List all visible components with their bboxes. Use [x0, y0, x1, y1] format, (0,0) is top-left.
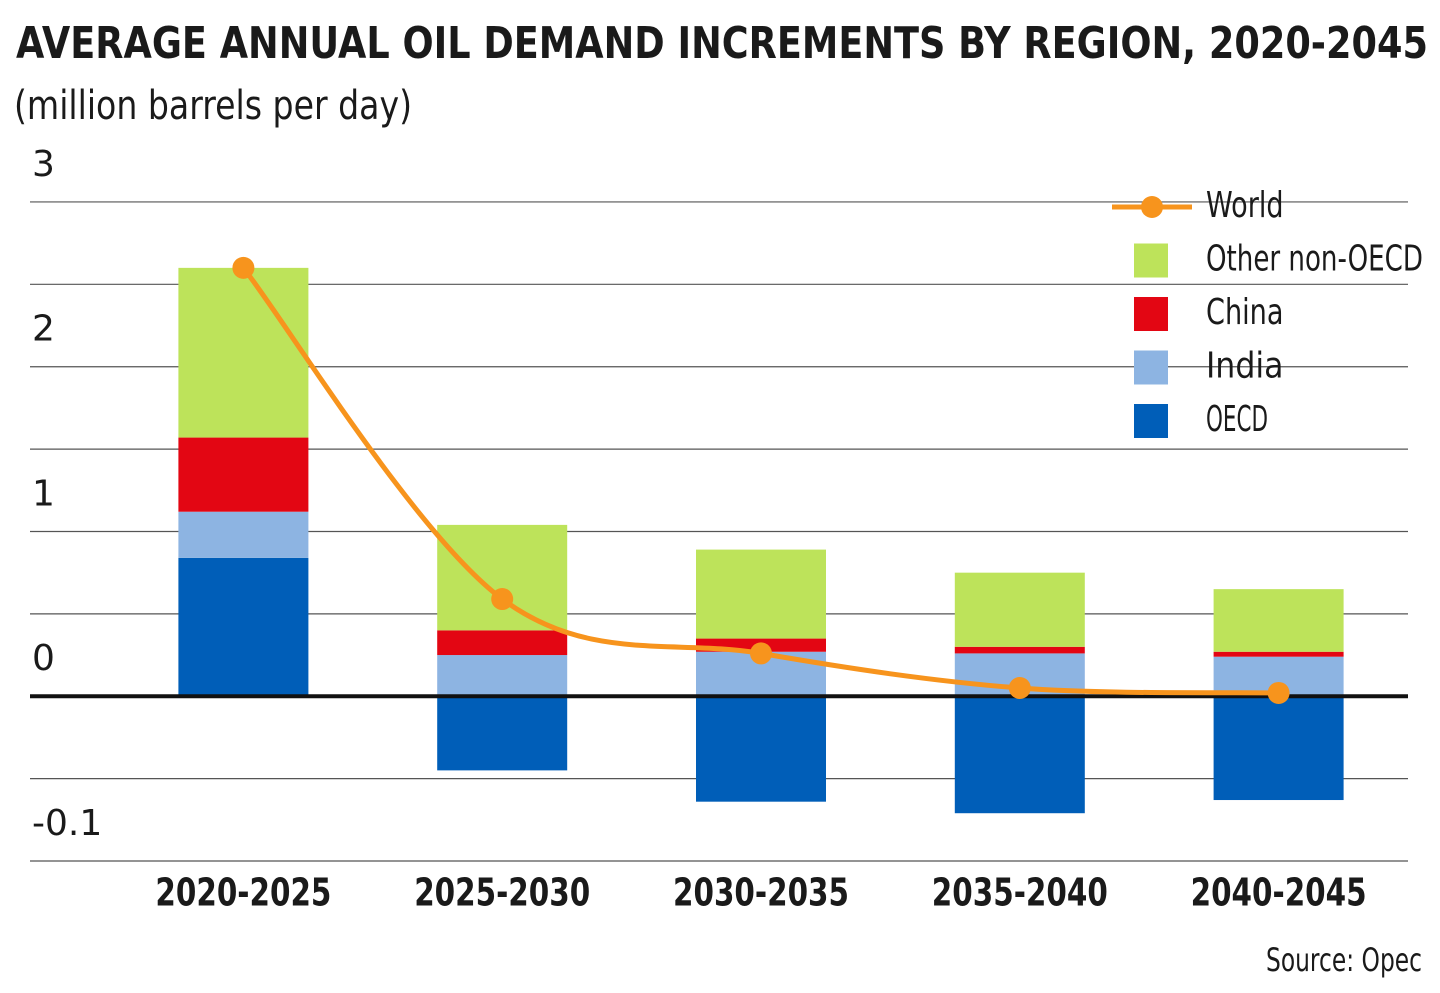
bar-segment — [178, 267, 309, 438]
line-point — [750, 642, 772, 665]
bar-segment — [1213, 651, 1344, 657]
line-point — [1008, 677, 1031, 699]
chart-subtitle: (million barrels per day) — [14, 83, 412, 129]
bar-segment — [696, 549, 826, 639]
line-series — [241, 266, 1279, 696]
bar-segment — [437, 630, 568, 656]
legend-label: China — [1206, 292, 1284, 333]
bar-segment — [437, 696, 568, 771]
legend-swatch — [1134, 243, 1168, 278]
legend-swatch — [1134, 350, 1168, 385]
bar-segment — [1213, 696, 1344, 801]
bar-segment — [437, 655, 568, 697]
x-tick-label: 2030-2035 — [673, 871, 849, 915]
bar-segment — [1213, 589, 1344, 652]
bar-segment — [437, 524, 568, 631]
x-tick-label: 2025-2030 — [414, 871, 590, 915]
legend-marker — [1141, 196, 1163, 218]
x-tick-label: 2040-2045 — [1191, 871, 1367, 915]
bar-segment — [696, 696, 826, 802]
y-tick-label: 0 — [32, 638, 55, 679]
legend-label: World — [1206, 185, 1284, 226]
bar-segment — [178, 557, 309, 697]
legend-swatch — [1134, 297, 1168, 331]
bar-segment — [178, 511, 309, 558]
y-tick-label: 3 — [32, 144, 55, 185]
legend-label: India — [1206, 346, 1284, 387]
y-tick-label: 2 — [32, 309, 55, 350]
bar-segment — [954, 696, 1085, 814]
bar-segment — [954, 572, 1085, 647]
legend-label: OECD — [1206, 399, 1268, 440]
y-tick-label: -0.1 — [32, 803, 102, 844]
line-point — [491, 588, 514, 611]
bar-segment — [954, 646, 1085, 654]
source-note: Source: Opec — [1266, 941, 1422, 979]
bar-segment — [178, 437, 309, 512]
y-tick-label: 1 — [32, 473, 55, 514]
x-tick-label: 2020-2025 — [155, 871, 331, 915]
chart-title: AVERAGE ANNUAL OIL DEMAND INCREMENTS BY … — [16, 18, 1428, 69]
line-point — [232, 256, 255, 279]
line-point — [1267, 681, 1290, 704]
legend-swatch — [1134, 404, 1168, 438]
x-tick-label: 2035-2040 — [932, 871, 1108, 915]
legend-label: Other non-OECD — [1206, 239, 1423, 280]
